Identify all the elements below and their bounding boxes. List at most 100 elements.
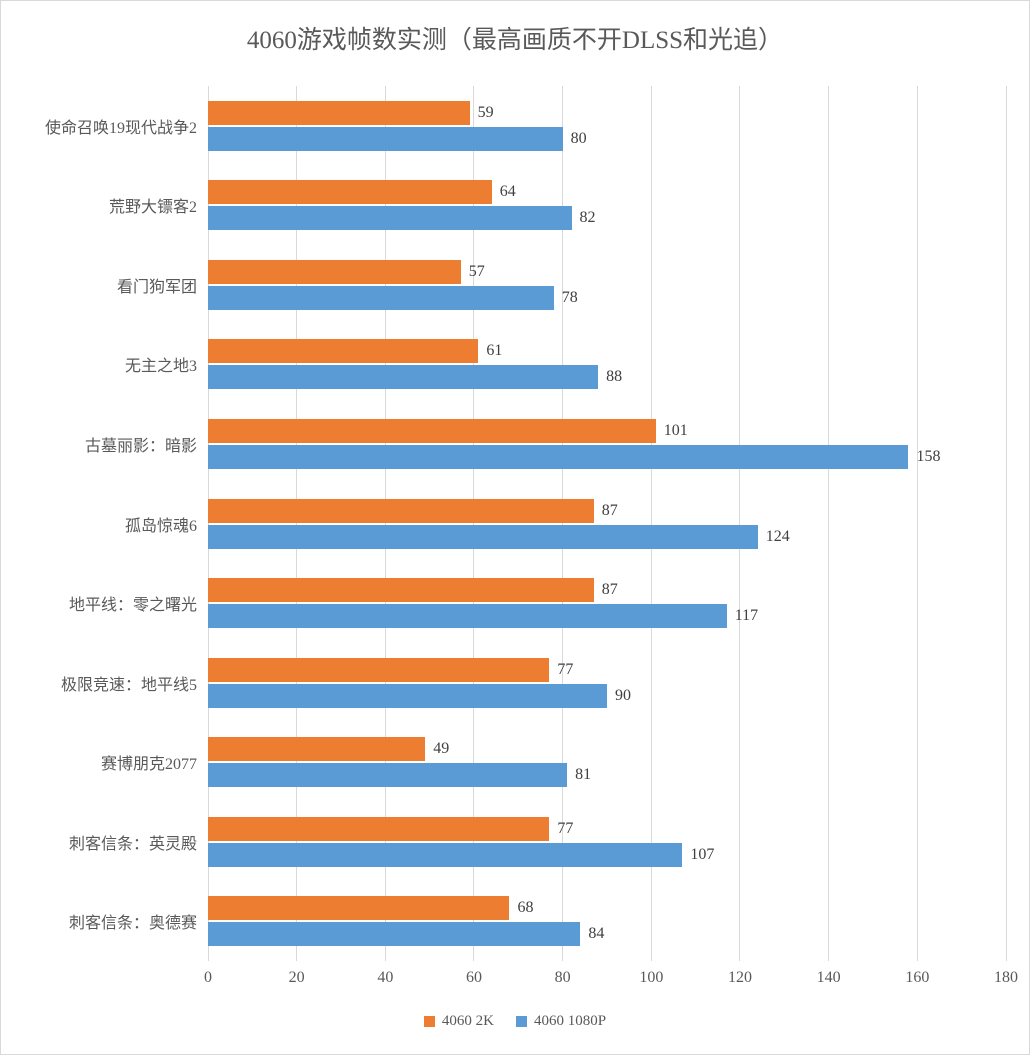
bar-4060-2k [208,259,461,284]
bar-line: 78 [208,285,1006,310]
legend-label: 4060 1080P [534,1013,607,1029]
bar-value-label: 59 [477,103,494,121]
x-axis-tick-label: 80 [554,969,571,986]
bar-line: 77 [208,657,1006,682]
x-axis-tick-label: 20 [288,969,305,986]
bar-group: 57 78 [208,245,1006,325]
bar-value-label: 84 [588,925,605,943]
bar-4060-1080p [208,444,909,469]
bar-4060-2k [208,816,550,841]
bar-line: 117 [208,604,1006,629]
category-label: 刺客信条：英灵殿 [68,835,197,853]
category-label: 看门狗军团 [116,278,197,296]
bar-value-label: 77 [557,819,574,837]
bar-4060-2k [208,339,479,364]
gridline [296,86,298,961]
legend: 4060 2K 4060 1080P [1,1013,1029,1030]
x-axis-tick-label: 160 [905,969,930,986]
category-label: 孤岛惊魂6 [124,517,197,535]
bar-value-label: 82 [579,209,596,227]
bar-value-label: 64 [499,183,516,201]
x-axis-tick-label: 100 [639,969,664,986]
bar-value-label: 81 [575,766,592,784]
x-axis-tick-label: 60 [465,969,482,986]
bar-value-label: 158 [916,447,941,465]
bar-4060-2k [208,180,492,205]
bar-value-label: 80 [570,129,587,147]
bar-line: 59 [208,100,1006,125]
plot-area: 59 80 64 82 57 78 61 88 101 158 87 124 87 117 77 90 49 81… [207,86,1007,961]
bar-4060-1080p [208,126,563,151]
bar-4060-1080p [208,922,581,947]
bar-value-label: 57 [468,262,485,280]
gridline [1005,86,1007,961]
bar-rows: 59 80 64 82 57 78 61 88 101 158 87 124 87 117 77 90 49 81… [208,86,1006,961]
category-axis: 使命召唤19现代战争2 荒野大镖客2 看门狗军团 无主之地3 古墓丽影：暗影 孤岛惊魂6 地… [1,86,208,961]
bar-line: 80 [208,126,1006,151]
bar-value-label: 77 [557,660,574,678]
x-axis-tick-label: 120 [727,969,752,986]
bar-line: 107 [208,842,1006,867]
gridline [207,86,209,961]
bar-4060-2k [208,737,426,762]
gridline [739,86,741,961]
bar-group: 101 158 [208,404,1006,484]
x-axis: 0 20 40 60 80 100 120 140 160 180 [204,969,1018,991]
category-label: 无主之地3 [124,358,197,376]
category-label: 地平线：零之曙光 [68,597,197,615]
bar-line: 158 [208,444,1006,469]
bar-group: 87 124 [208,484,1006,564]
legend-swatch [423,1016,435,1027]
category-label: 古墓丽影：暗影 [84,437,197,455]
legend-label: 4060 2K [441,1013,494,1029]
gridline [473,86,475,961]
bar-line: 124 [208,524,1006,549]
bar-line: 101 [208,418,1006,443]
category-label: 刺客信条：奥德赛 [68,915,197,933]
bar-line: 87 [208,578,1006,603]
bar-group: 87 117 [208,563,1006,643]
bar-value-label: 61 [486,342,503,360]
bar-line: 84 [208,922,1006,947]
bar-line: 61 [208,339,1006,364]
chart-title: 4060游戏帧数实测（最高画质不开DLSS和光追） [246,27,784,54]
gridline [916,86,918,961]
bar-value-label: 107 [690,845,715,863]
bar-4060-1080p [208,842,683,867]
gridline [828,86,830,961]
bar-4060-2k [208,498,594,523]
gridline [562,86,564,961]
bar-value-label: 101 [663,421,688,439]
bar-value-label: 124 [765,527,790,545]
bar-value-label: 78 [561,288,578,306]
bar-line: 90 [208,683,1006,708]
bar-4060-2k [208,896,510,921]
bar-4060-1080p [208,683,607,708]
bar-line: 49 [208,737,1006,762]
gridlines [207,86,1007,961]
x-axis-tick-label: 40 [377,969,394,986]
bar-group: 59 80 [208,86,1006,166]
bar-4060-1080p [208,206,572,231]
bar-4060-2k [208,657,550,682]
bar-group: 64 82 [208,166,1006,246]
gridline [384,86,386,961]
bar-4060-1080p [208,285,554,310]
gridline [650,86,652,961]
bar-value-label: 87 [601,581,618,599]
bar-line: 64 [208,180,1006,205]
bar-value-label: 87 [601,501,618,519]
bar-line: 82 [208,206,1006,231]
bar-4060-2k [208,418,656,443]
bar-group: 77 90 [208,643,1006,723]
x-axis-tick-label: 0 [204,969,212,986]
bar-line: 81 [208,763,1006,788]
category-label: 赛博朋克2077 [100,756,197,774]
bar-line: 57 [208,259,1006,284]
bar-group: 49 81 [208,722,1006,802]
bar-4060-1080p [208,524,758,549]
bar-value-label: 117 [734,607,759,625]
legend-item: 4060 2K [423,1013,494,1030]
bar-line: 87 [208,498,1006,523]
